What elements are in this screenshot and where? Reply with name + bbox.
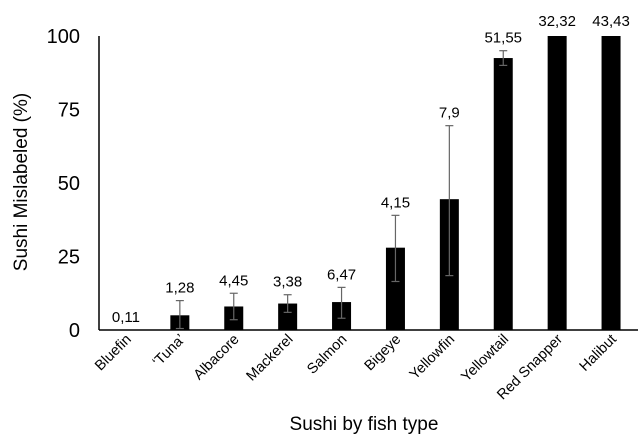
bar: [547, 36, 567, 330]
bar: [385, 247, 405, 330]
y-tick-label: 75: [58, 100, 80, 122]
x-tick-label: Yellowtail: [458, 332, 512, 386]
data-label: 51,55: [484, 30, 522, 47]
error-bar: [175, 300, 184, 330]
x-tick-label: Bluefin: [92, 332, 135, 375]
y-axis-title: Sushi Mislabeled (%): [11, 93, 32, 271]
data-label: 0,11: [112, 309, 140, 326]
y-tick-label: 100: [47, 26, 80, 48]
axes: [98, 36, 638, 331]
x-tick-label: ‘Tuna’: [150, 332, 189, 371]
error-bar: [337, 286, 346, 319]
data-label: 6,47: [327, 266, 356, 283]
error-bar: [283, 294, 292, 313]
data-label: 1,28: [165, 280, 194, 297]
error-bar: [229, 292, 238, 321]
x-tick-label: Albacore: [191, 332, 243, 384]
x-tick-label: Mackerel: [244, 332, 297, 385]
x-tick-label: Salmon: [304, 332, 350, 378]
bar: [493, 58, 513, 331]
data-label: 32,32: [538, 13, 576, 30]
data-label: 4,15: [381, 194, 410, 211]
data-label: 43,43: [592, 13, 630, 30]
y-tick-label: 50: [58, 173, 80, 195]
x-tick-label: Bigeye: [362, 332, 405, 375]
data-label: 7,9: [439, 105, 460, 122]
x-axis-title: Sushi by fish type: [290, 414, 439, 435]
bar: [278, 303, 298, 330]
y-axis-tick-labels: 0 25 50 75 100: [47, 26, 80, 342]
data-label: 4,45: [219, 272, 248, 289]
y-tick-label: 25: [58, 247, 80, 269]
error-bar: [391, 214, 400, 283]
error-bar: [445, 125, 454, 277]
data-label: 3,38: [273, 274, 302, 291]
x-tick-label: Yellowfin: [407, 332, 458, 383]
x-axis-tick-labels: Bluefin ‘Tuna’ Albacore Mackerel Salmon Bigey…: [92, 331, 620, 403]
y-tick-label: 0: [69, 320, 80, 342]
x-tick-label: Halibut: [577, 332, 620, 375]
error-bar: [499, 50, 508, 67]
error-bars: [175, 50, 508, 330]
data-labels: 0,11 1,28 4,45 3,38 6,47 4,15 7,9 51,55 32,32 43,…: [112, 13, 630, 326]
bar: [601, 36, 621, 330]
